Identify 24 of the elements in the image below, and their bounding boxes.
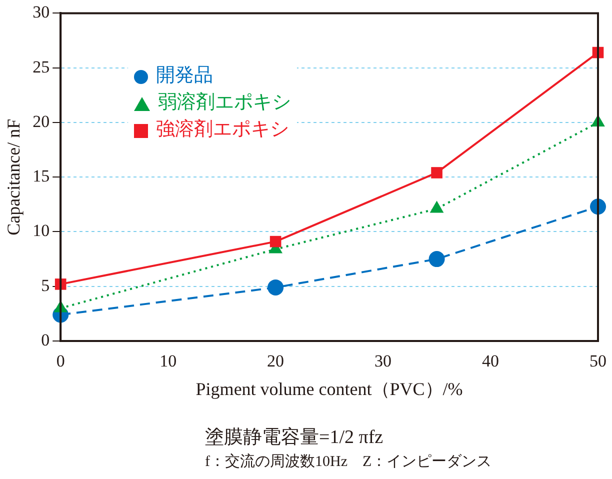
y-tick-label: 20 (32, 112, 50, 131)
y-tick-label: 25 (32, 57, 50, 76)
x-tick-label: 40 (482, 352, 500, 371)
y-tick-label: 15 (32, 166, 50, 186)
x-tick-label: 50 (590, 352, 606, 371)
y-tick-label: 5 (41, 276, 50, 295)
point (268, 279, 284, 296)
point (428, 251, 445, 268)
y-axis-title: Capacitance/ nF (4, 118, 24, 236)
legend-label: 開発品 (156, 65, 213, 86)
y-tick-label: 10 (32, 221, 50, 240)
point (270, 236, 282, 248)
text: f：交流の周波数10Hz Z：インピーダンス (205, 452, 492, 472)
x-tick-label: 0 (56, 352, 65, 371)
x-axis-title: Pigment volume content（PVC）/% (196, 378, 463, 399)
x-tick-label: 20 (267, 352, 284, 371)
y-tick-label: 0 (41, 330, 50, 350)
x-tick-label: 10 (160, 352, 177, 371)
y-tick-label: 30 (32, 2, 50, 22)
legend-label: 弱溶剤エポキシ (158, 92, 291, 113)
x-tick-label: 30 (374, 352, 392, 371)
legend-label: 強溶剤エポキシ (156, 119, 289, 140)
text: 塗膜静電容量=1/2 πfz (205, 426, 384, 450)
point (431, 167, 442, 178)
